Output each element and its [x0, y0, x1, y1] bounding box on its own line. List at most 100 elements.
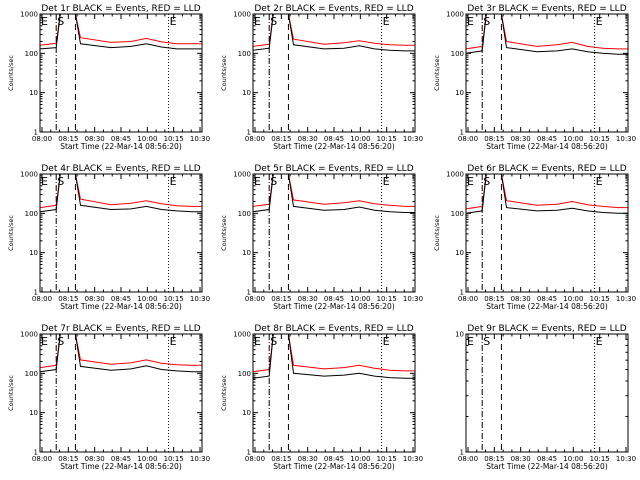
event-marker-label: S [57, 335, 64, 348]
y-axis-label: Counts/sec [220, 375, 228, 411]
y-axis-label: Counts/sec [220, 215, 228, 251]
event-marker-label: E [254, 15, 261, 28]
series-line-events [253, 334, 415, 379]
x-axis-label: Start Time (22-Mar-14 08:56:20) [60, 302, 182, 311]
x-tick-label: 08:15 [58, 295, 78, 303]
y-tick-label: 10 [29, 409, 38, 417]
y-tick-label: 1 [247, 129, 251, 137]
x-tick-label: 08:30 [85, 455, 105, 463]
x-tick-label: 08:45 [324, 455, 344, 463]
x-tick-label: 08:15 [271, 455, 291, 463]
x-tick-label: 10:30 [616, 135, 636, 143]
series-line-events [40, 334, 202, 373]
x-tick-label: 08:00 [458, 135, 478, 143]
event-marker-label: E [41, 175, 48, 188]
x-tick-label: 08:00 [245, 295, 265, 303]
series-line-events [466, 14, 628, 55]
x-tick-label: 08:30 [511, 135, 531, 143]
y-tick-label: 1 [34, 129, 38, 137]
x-tick-label: 08:30 [298, 295, 318, 303]
x-tick-label: 10:15 [590, 135, 610, 143]
y-tick-label: 1 [34, 289, 38, 297]
y-tick-label: 10 [455, 331, 464, 339]
panel-title: Det 2r BLACK = Events, RED = LLD [254, 4, 413, 14]
x-tick-label: 08:30 [511, 295, 531, 303]
x-tick-label: 08:45 [324, 135, 344, 143]
event-marker-label: S [270, 175, 277, 188]
x-tick-label: 10:30 [616, 455, 636, 463]
y-tick-label: 1 [247, 449, 251, 457]
x-axis-label: Start Time (22-Mar-14 08:56:20) [273, 462, 395, 471]
y-tick-label: 1000 [446, 11, 464, 19]
x-tick-label: 08:45 [111, 135, 131, 143]
x-tick-label: 10:15 [164, 455, 184, 463]
event-marker-label: S [483, 335, 490, 348]
y-axis-label: Counts/sec [7, 375, 15, 411]
y-tick-label: 10 [455, 89, 464, 97]
x-tick-label: 10:15 [164, 135, 184, 143]
x-tick-label: 10:00 [137, 295, 157, 303]
y-tick-label: 100 [238, 370, 251, 378]
x-tick-label: 08:00 [458, 455, 478, 463]
x-tick-label: 10:00 [137, 135, 157, 143]
x-tick-label: 10:30 [403, 455, 423, 463]
event-marker-label: E [596, 335, 603, 348]
x-tick-label: 08:45 [537, 135, 557, 143]
x-tick-label: 10:30 [190, 295, 210, 303]
x-axis-label: Start Time (22-Mar-14 08:56:20) [486, 462, 608, 471]
y-tick-label: 100 [238, 50, 251, 58]
x-tick-label: 08:45 [111, 455, 131, 463]
y-tick-label: 100 [238, 210, 251, 218]
panel-title: Det 1r BLACK = Events, RED = LLD [41, 4, 200, 14]
y-tick-label: 100 [25, 50, 38, 58]
event-marker-label: S [57, 15, 64, 28]
x-tick-label: 08:15 [484, 295, 504, 303]
x-tick-label: 10:00 [350, 455, 370, 463]
y-tick-label: 10 [29, 89, 38, 97]
series-line-events [40, 174, 202, 213]
x-tick-label: 10:00 [563, 455, 583, 463]
event-marker-label: E [467, 335, 474, 348]
x-tick-label: 08:15 [58, 455, 78, 463]
series-line-events [466, 174, 628, 214]
y-axis-label: Counts/sec [433, 215, 441, 251]
y-tick-label: 10 [242, 409, 251, 417]
x-tick-label: 10:00 [563, 295, 583, 303]
y-tick-label: 10 [29, 249, 38, 257]
x-tick-label: 10:15 [590, 295, 610, 303]
x-tick-label: 10:30 [403, 135, 423, 143]
y-tick-label: 1000 [20, 11, 38, 19]
panel-title: Det 7r BLACK = Events, RED = LLD [41, 324, 200, 334]
x-tick-label: 08:00 [458, 295, 478, 303]
event-marker-label: E [383, 335, 390, 348]
y-tick-label: 1000 [20, 171, 38, 179]
series-line-events [253, 14, 415, 52]
x-tick-label: 08:00 [245, 455, 265, 463]
x-tick-label: 08:45 [537, 295, 557, 303]
y-tick-label: 100 [25, 370, 38, 378]
x-tick-label: 08:15 [484, 455, 504, 463]
x-tick-label: 10:30 [616, 295, 636, 303]
event-marker-label: S [270, 335, 277, 348]
x-tick-label: 08:15 [58, 135, 78, 143]
x-tick-label: 08:30 [298, 135, 318, 143]
event-marker-label: S [57, 175, 64, 188]
y-tick-label: 100 [25, 210, 38, 218]
y-tick-label: 1 [247, 289, 251, 297]
x-tick-label: 08:45 [324, 295, 344, 303]
x-tick-label: 08:15 [271, 295, 291, 303]
x-tick-label: 10:00 [563, 135, 583, 143]
y-tick-label: 1 [460, 449, 464, 457]
series-line-events [253, 174, 415, 213]
event-marker-label: S [270, 15, 277, 28]
y-tick-label: 100 [451, 210, 464, 218]
x-axis-label: Start Time (22-Mar-14 08:56:20) [60, 462, 182, 471]
y-tick-label: 10 [242, 89, 251, 97]
x-tick-label: 08:00 [32, 295, 52, 303]
y-tick-label: 10 [242, 249, 251, 257]
panel-title: Det 5r BLACK = Events, RED = LLD [254, 164, 413, 174]
